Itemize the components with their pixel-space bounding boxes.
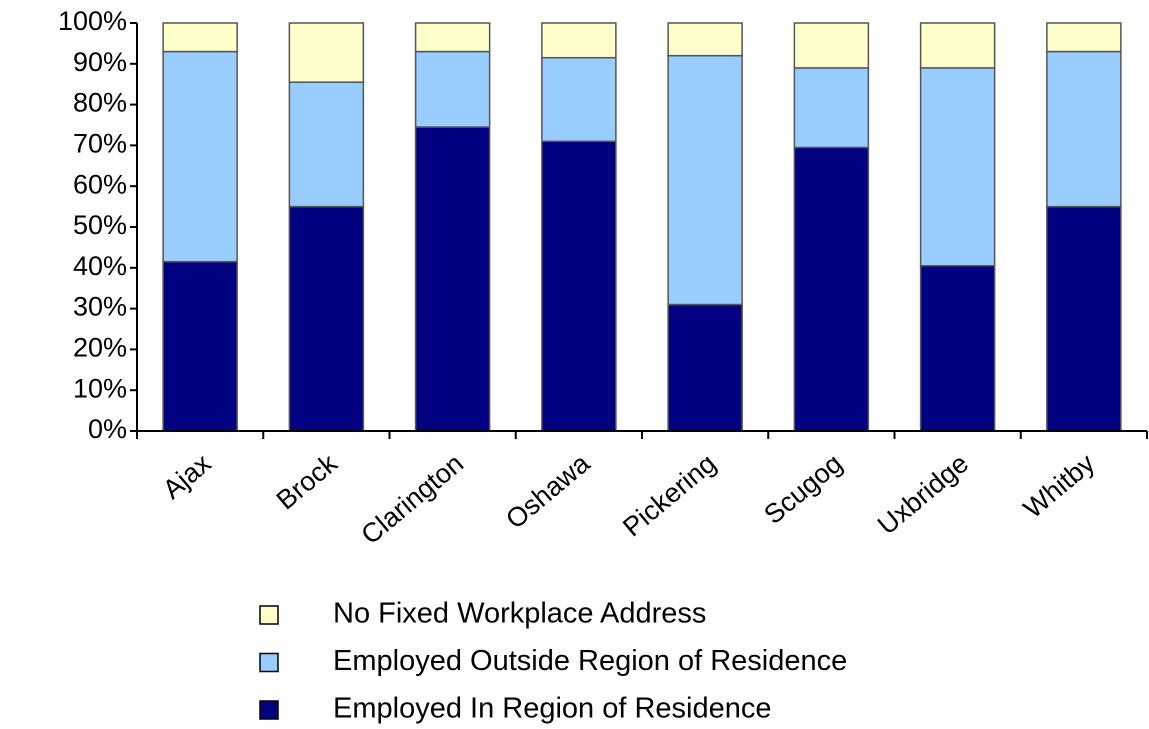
legend-swatch — [259, 605, 279, 625]
bar-segment — [667, 54, 743, 306]
y-tick-label: 20% — [73, 333, 127, 363]
x-tick-label: Scugog — [758, 448, 847, 530]
x-tick-label: Oshawa — [500, 447, 596, 534]
bar-segment — [541, 140, 617, 432]
bar-segment — [162, 260, 238, 432]
bar-segment — [1046, 205, 1122, 432]
legend-swatch — [259, 652, 279, 673]
bar-segment — [541, 56, 617, 143]
x-tick-label: Ajax — [157, 448, 217, 505]
bar-segment — [793, 146, 870, 432]
y-tick-label: 60% — [73, 169, 127, 199]
y-tick-label: 80% — [73, 88, 127, 118]
bar-segment — [919, 265, 996, 432]
bar-segment — [793, 22, 870, 69]
y-tick-label: 10% — [73, 373, 127, 403]
y-tick-label: 0% — [88, 414, 127, 444]
y-tick-label: 40% — [73, 251, 127, 281]
bar-segment — [667, 303, 743, 432]
bar-segment — [162, 22, 238, 53]
bar-segment — [414, 126, 491, 432]
y-tick-label: 30% — [73, 292, 127, 322]
x-tick-label: Clarington — [355, 448, 469, 550]
bar-segment — [288, 81, 365, 208]
legend-label: No Fixed Workplace Address — [333, 598, 706, 630]
bar-segment — [1046, 22, 1122, 53]
bar-segment — [1046, 50, 1122, 208]
x-tick-label: Whitby — [1018, 448, 1101, 524]
y-tick-label: 70% — [73, 129, 127, 159]
y-tick-label: 50% — [73, 210, 127, 240]
legend-swatch — [259, 700, 279, 720]
y-tick-label: 100% — [58, 6, 127, 36]
bar-segment — [288, 205, 365, 432]
bar-segment — [414, 22, 491, 53]
bar-segment — [667, 22, 743, 57]
y-tick-label: 90% — [73, 47, 127, 77]
bar-segment — [919, 67, 996, 267]
x-tick-label: Pickering — [617, 448, 721, 542]
legend-label: Employed In Region of Residence — [333, 693, 771, 725]
bar-segment — [288, 22, 365, 83]
x-tick-label: Uxbridge — [872, 448, 974, 540]
bar-segment — [162, 50, 238, 263]
legend-label: Employed Outside Region of Residence — [333, 645, 847, 677]
bar-segment — [919, 22, 996, 69]
x-tick-label: Brock — [271, 448, 344, 516]
bar-segment — [414, 50, 491, 128]
bar-segment — [541, 22, 617, 59]
bar-segment — [793, 67, 870, 149]
